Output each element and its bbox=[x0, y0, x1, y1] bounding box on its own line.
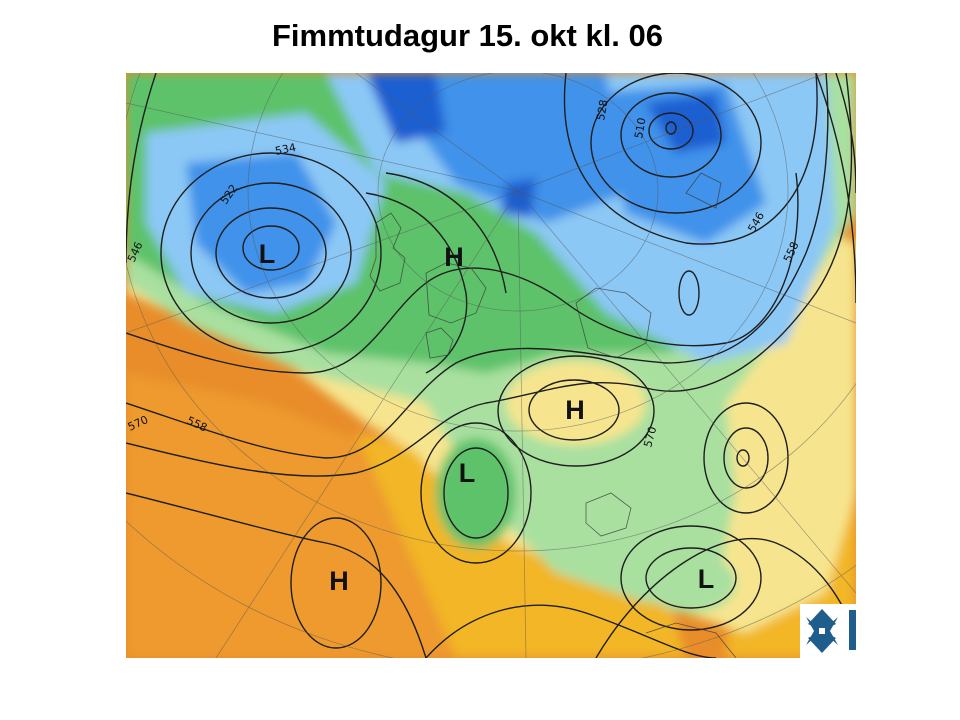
height-field bbox=[126, 73, 856, 658]
high-pressure-marker: H bbox=[565, 395, 585, 425]
contour-value-labels: 534 522 528 510 546 558 546 558 570 570 bbox=[126, 99, 802, 449]
snowflake-logo-icon bbox=[806, 609, 856, 653]
pressure-labels: L H H L H L bbox=[259, 239, 715, 596]
low-pressure-marker: L bbox=[698, 564, 715, 594]
contour-label: 534 bbox=[274, 141, 297, 158]
contour-label: 570 bbox=[641, 425, 659, 449]
high-pressure-marker: H bbox=[329, 566, 349, 596]
contour-label: 528 bbox=[594, 99, 610, 122]
weather-map: L H H L H L 534 522 528 510 546 558 546 … bbox=[126, 73, 856, 658]
low-pressure-marker: L bbox=[459, 458, 476, 488]
map-graticule bbox=[126, 73, 856, 658]
isohypse-contours bbox=[126, 73, 856, 658]
slide-title: Fimmtudagur 15. okt kl. 06 bbox=[271, 18, 664, 53]
contour-label: 510 bbox=[632, 117, 648, 140]
low-pressure-marker: L bbox=[259, 239, 276, 269]
high-pressure-marker: H bbox=[444, 242, 464, 272]
coastlines bbox=[369, 172, 737, 658]
vedurstofa-logo bbox=[800, 604, 858, 658]
weather-map-canvas: L H H L H L 534 522 528 510 546 558 546 … bbox=[126, 73, 856, 658]
